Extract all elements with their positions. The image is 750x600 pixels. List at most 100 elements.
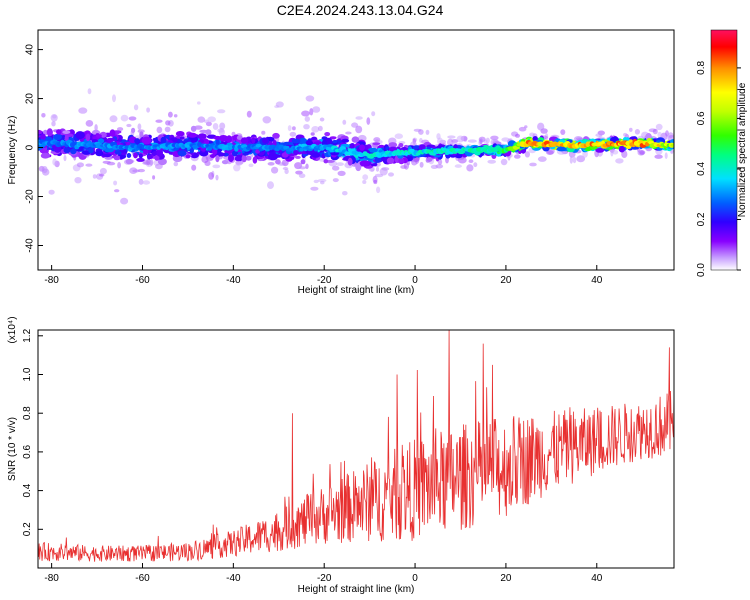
spectrogram-halo-blob-244	[137, 129, 145, 133]
spectrogram-halo-blob-178	[342, 191, 348, 196]
spectrogram-halo-blob-370	[207, 116, 216, 123]
spectrogram-halo-blob-429	[320, 180, 325, 185]
spectrogram-blob-1486	[234, 156, 241, 162]
spectrogram-blob-1449	[412, 145, 421, 150]
spectrogram-halo-blob-5	[311, 126, 320, 133]
spectrogram-halo-blob-193	[267, 162, 275, 166]
spectrogram-blob-1900	[291, 138, 301, 144]
spectrogram-blob-695	[104, 156, 113, 160]
spectrogram-blob-1977	[388, 146, 398, 152]
spectrogram-halo-blob-154	[529, 162, 537, 167]
snr-y-tick-label: 0.8	[22, 406, 33, 420]
spectrogram-blob-1279	[245, 155, 252, 161]
snr-y-tick-label: 1.2	[22, 328, 33, 342]
spectrogram-halo-blob-391	[379, 167, 388, 176]
snr-y-tick-label: 0.4	[22, 483, 33, 497]
spectrogram-y-tick-label: -40	[25, 238, 36, 253]
snr-x-axis-label: Height of straight line (km)	[298, 584, 415, 595]
spectrogram-halo-blob-122	[41, 113, 46, 118]
spectrogram-x-tick-label: -80	[44, 275, 59, 286]
spectrogram-halo-blob-233	[85, 120, 94, 127]
spectrogram-halo-blob-138	[318, 125, 323, 132]
spectrogram-blob-1981	[408, 156, 414, 160]
spectrogram-blob-1973	[262, 137, 269, 144]
spectrogram-halo-blob-33	[191, 164, 197, 171]
spectrogram-halo-blob-28	[490, 135, 499, 141]
spectrogram-blob-1903	[618, 145, 626, 153]
spectrogram-halo-blob-156	[63, 155, 67, 162]
spectrogram-blob-1767	[40, 152, 51, 159]
colorbar-tick-label: 0.6	[696, 111, 707, 125]
spectrogram-halo-blob-492	[312, 106, 321, 113]
spectrogram-y-axis-label: Frequency (Hz)	[7, 116, 18, 185]
spectrogram-y-tick-label: 40	[25, 44, 36, 56]
spectrogram-blob-1613	[38, 129, 43, 135]
spectrogram-halo-blob-144	[85, 163, 93, 167]
colorbar-tick-label: 0.2	[696, 212, 707, 226]
spectrogram-blob-839	[139, 131, 144, 138]
spectrogram-halo-blob-376	[332, 165, 340, 171]
spectrogram-halo-blob-285	[317, 178, 327, 183]
spectrogram-halo-blob-495	[479, 138, 483, 145]
spectrogram-blob-1908	[142, 148, 149, 155]
spectrogram-halo-blob-468	[473, 162, 478, 168]
spectrogram-blob-1723	[113, 156, 121, 161]
spectrogram-halo-blob-135	[219, 122, 226, 130]
spectrogram-halo-blob-281	[456, 135, 465, 143]
spectrogram-halo-blob-489	[52, 158, 57, 166]
spectrogram-x-tick-label: 0	[412, 275, 418, 286]
spectrogram-blob-1895	[359, 160, 370, 167]
page-title: C2E4.2024.243.13.04.G24	[276, 2, 444, 18]
spectrogram-halo-blob-203	[146, 107, 151, 113]
spectrogram-halo-blob-112	[301, 110, 310, 117]
spectrogram-halo-blob-487	[623, 132, 628, 137]
spectrogram-halo-blob-396	[336, 162, 344, 167]
spectrogram-blob-1940	[255, 149, 260, 154]
spectrogram-halo-blob-62	[375, 166, 380, 172]
spectrogram-blob-1925	[367, 147, 378, 153]
spectrogram-halo-blob-497	[437, 159, 443, 165]
spectrogram-halo-blob-437	[454, 164, 462, 168]
spectrogram-blob-1552	[299, 137, 307, 145]
spectrogram-halo-blob-435	[371, 111, 376, 117]
spectrogram-blob-1927	[341, 138, 350, 143]
spectrogram-blob-1972	[386, 157, 395, 164]
spectrogram-blob-1434	[199, 129, 208, 133]
spectrogram-y-tick-label: -20	[25, 189, 36, 204]
spectrogram-x-tick-label: -20	[317, 275, 332, 286]
spectrogram-halo-blob-475	[282, 167, 289, 170]
spectrogram-x-axis-label: Height of straight line (km)	[298, 285, 415, 296]
spectrogram-halo-blob-356	[76, 162, 84, 168]
spectrogram-x-tick-label: 40	[591, 275, 603, 286]
spectrogram-halo-blob-311	[572, 157, 577, 164]
spectrogram-halo-blob-456	[303, 124, 310, 130]
spectrogram-blob-1931	[70, 148, 77, 155]
spectrogram-blob-2015	[293, 149, 299, 156]
spectrogram-halo-blob-40	[655, 123, 663, 131]
spectrogram-halo-blob-421	[342, 119, 347, 125]
spectrogram-halo-blob-393	[137, 123, 142, 130]
spectrogram-halo-blob-389	[355, 125, 363, 134]
spectrogram-blob-1684	[53, 133, 62, 141]
spectrogram-halo-blob-510	[537, 156, 547, 162]
spectrogram-halo-blob-342	[112, 94, 116, 103]
spectrogram-blob-1783	[347, 157, 353, 166]
spectrogram-halo-blob-221	[388, 172, 394, 177]
spectrogram-blob-1963	[177, 150, 187, 157]
spectrogram-halo-blob-78	[120, 114, 129, 122]
spectrogram-blob-1987	[126, 153, 132, 158]
spectrogram-blob-1791	[398, 158, 405, 165]
spectrogram-halo-blob-10	[345, 131, 352, 135]
spectrogram-blob-1922	[102, 153, 112, 158]
spectrogram-halo-blob-513	[467, 139, 477, 143]
spectrogram-blob-1932	[63, 147, 71, 154]
spectrogram-halo-blob-27	[654, 154, 663, 159]
spectrogram-x-tick-label: -40	[226, 275, 241, 286]
snr-x-tick-label: -60	[135, 573, 150, 584]
spectrogram-halo-blob-493	[113, 180, 118, 186]
spectrogram-ridge-blob-2331	[670, 143, 674, 147]
spectrogram-halo-blob-503	[142, 180, 151, 185]
spectrogram-halo-blob-201	[457, 156, 467, 164]
spectrogram-y-tick-label: 20	[25, 93, 36, 105]
spectrogram-blob-965	[218, 135, 229, 142]
